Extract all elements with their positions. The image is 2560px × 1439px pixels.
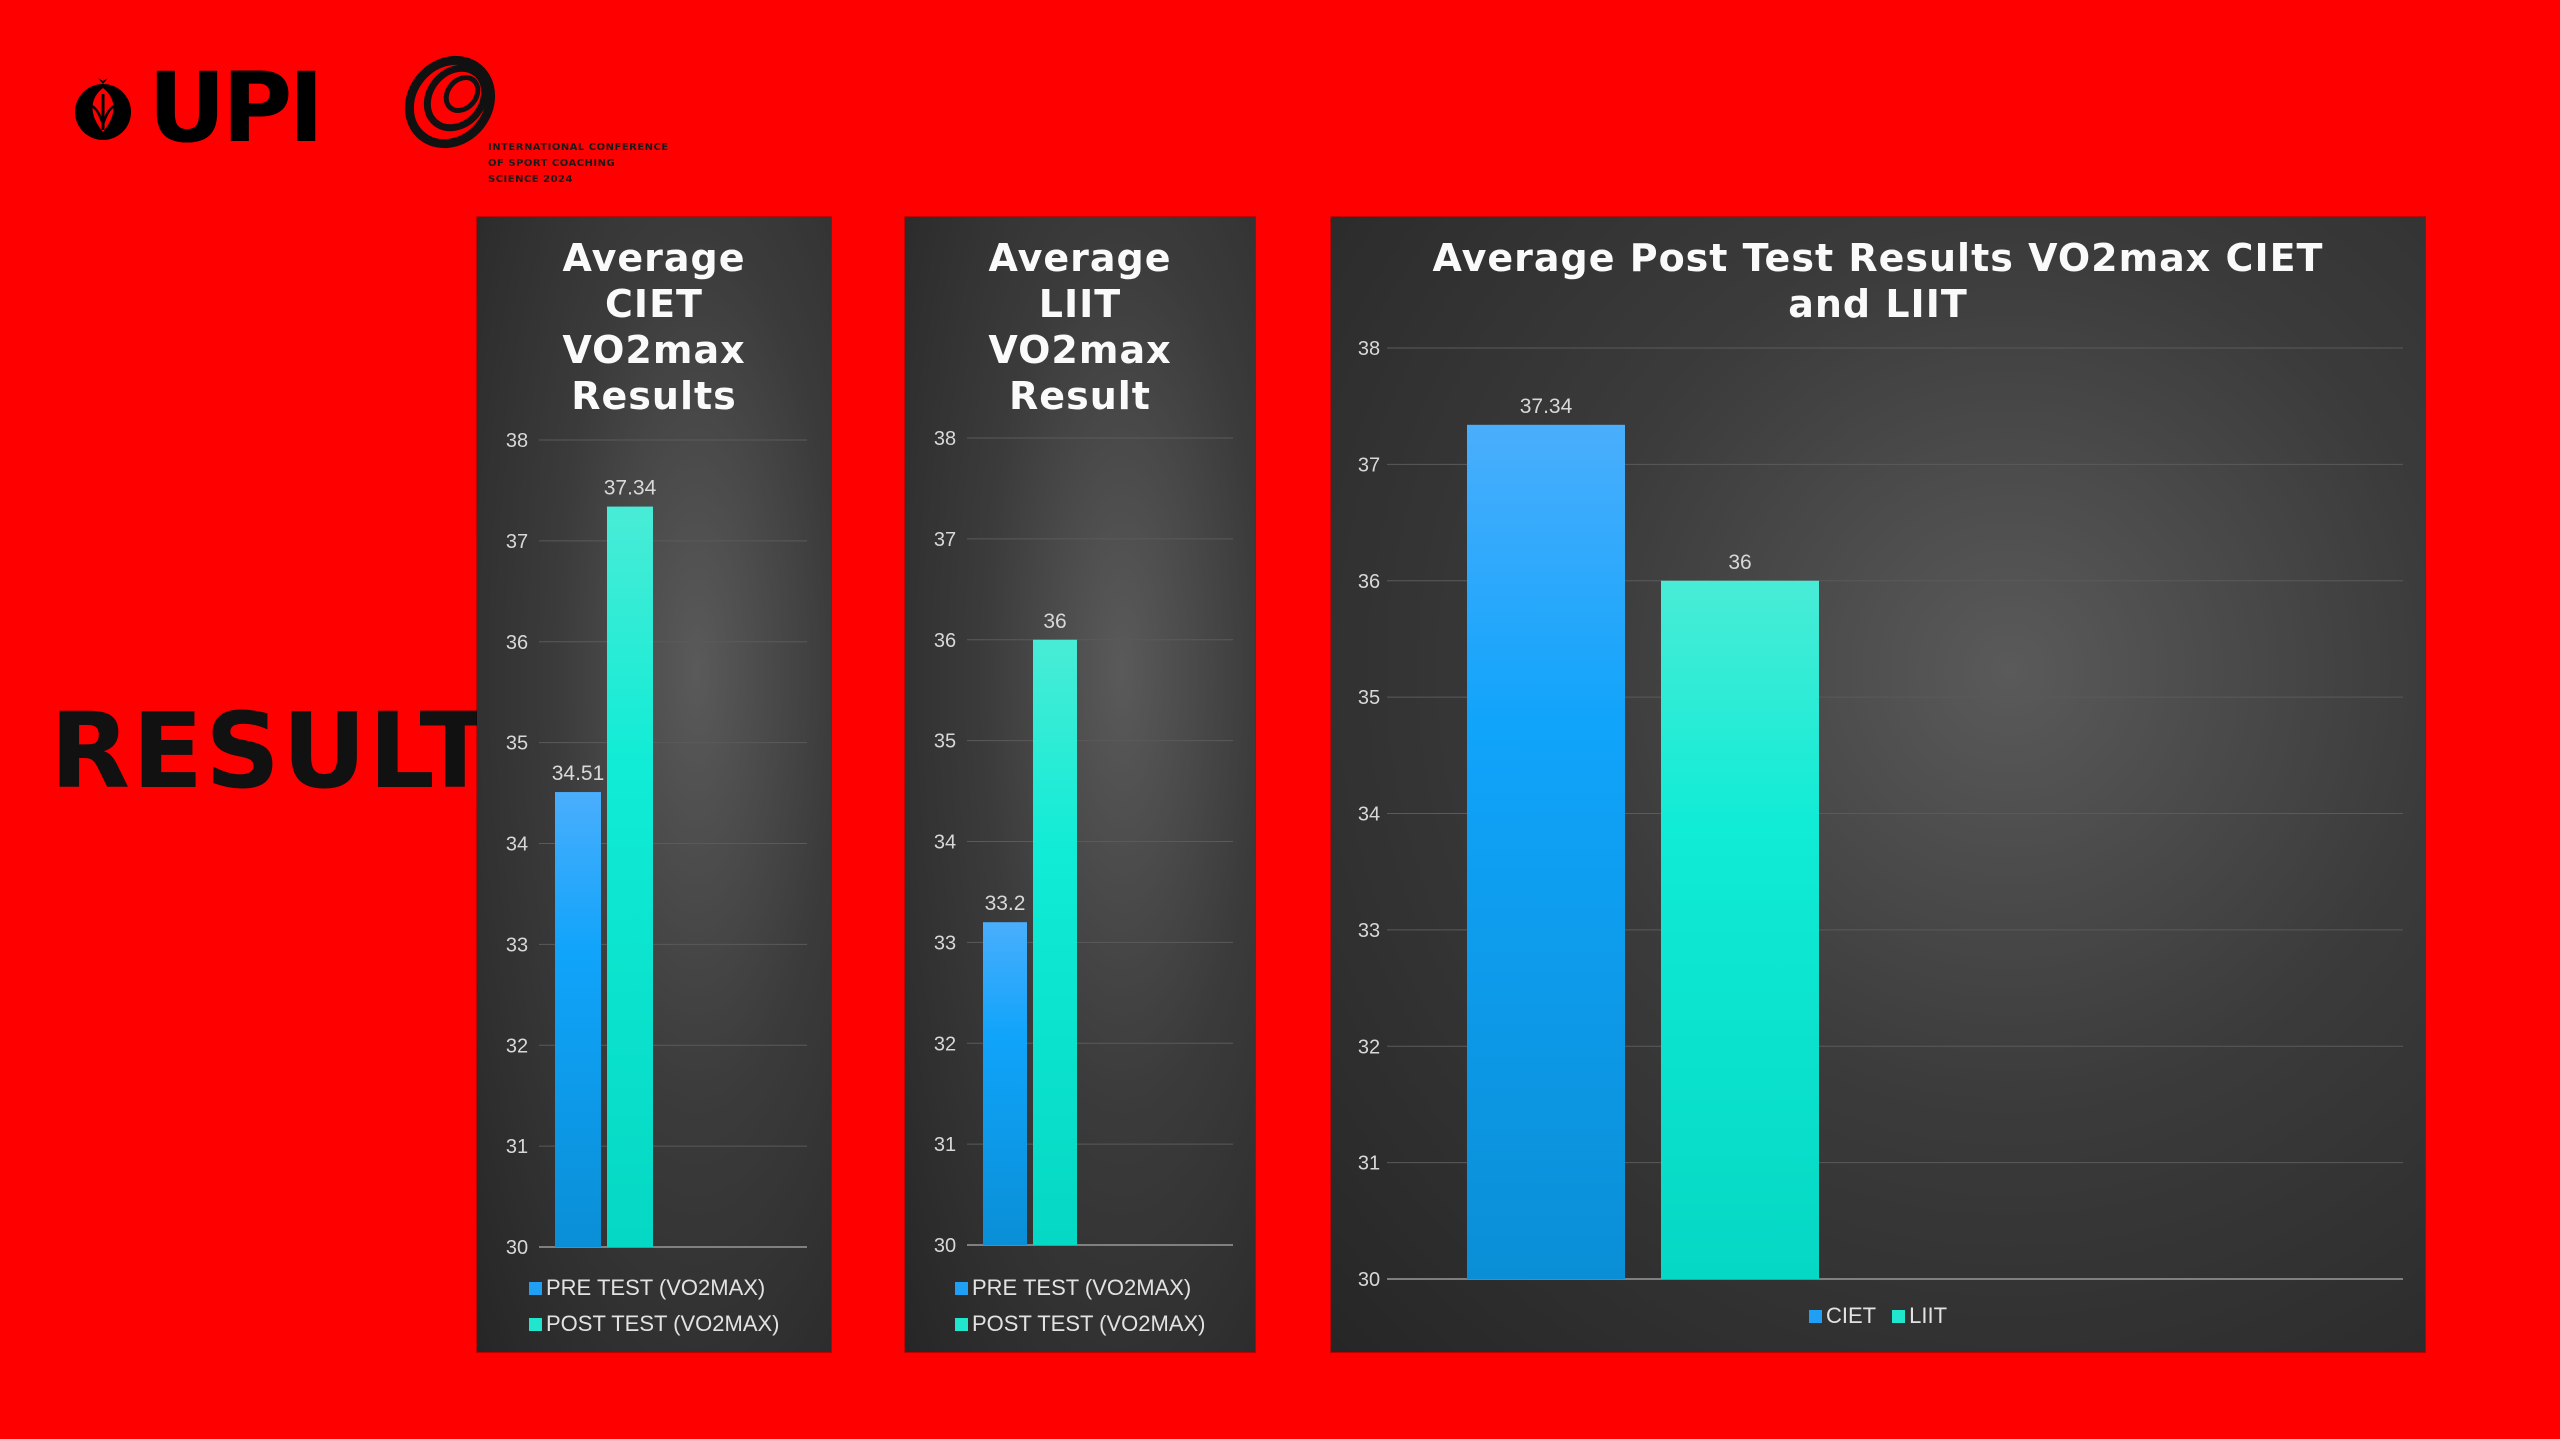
conference-line-3: SCIENCE 2024: [488, 174, 573, 185]
legend-swatch-post: [529, 1317, 542, 1331]
title-line: LIIT: [1038, 282, 1122, 326]
legend-swatch-pre: [529, 1281, 542, 1295]
bar-series-2: [607, 506, 653, 1247]
y-tick-label: 36: [934, 630, 956, 652]
y-tick-label: 36: [1358, 571, 1380, 593]
y-tick-label: 33: [506, 934, 528, 956]
conference-logo-text: INTERNATIONAL CONFERENCE OF SPORT COACHI…: [488, 140, 669, 188]
y-tick-label: 37: [1358, 454, 1380, 476]
legend-swatch-post: [955, 1317, 968, 1331]
y-tick-label: 34: [934, 832, 956, 854]
y-tick-label: 38: [1358, 338, 1380, 360]
conference-line-2: OF SPORT COACHING: [488, 158, 616, 169]
legend-item-pre: PRE TEST (VO2MAX): [955, 1270, 1206, 1306]
title-line: Results: [571, 374, 737, 418]
upi-emblem-icon: [75, 78, 131, 140]
legend-label-post: POST TEST (VO2MAX): [546, 1311, 780, 1336]
bar-data-label: 36: [1728, 551, 1751, 574]
bar-series-2: [1033, 639, 1077, 1245]
title-line: VO2max: [562, 328, 746, 372]
legend-label-liit: LIIT: [1909, 1303, 1948, 1328]
conference-line-1: INTERNATIONAL CONFERENCE: [488, 142, 669, 153]
y-tick-label: 34: [506, 834, 528, 856]
legend-swatch-ciet: [1808, 1309, 1822, 1323]
y-tick-label: 35: [934, 731, 956, 753]
y-tick-label: 35: [1358, 687, 1380, 709]
legend-item-ciet: CIET: [1808, 1303, 1877, 1329]
chart-legend-comparison: CIET LIIT: [1331, 1303, 2425, 1329]
y-tick-label: 35: [506, 733, 528, 755]
upi-logo-text: UPI: [148, 52, 324, 164]
bar-series-1: [555, 792, 601, 1247]
y-tick-label: 38: [506, 430, 528, 452]
chart-panel-ciet: Average CIET VO2max Results 30 31 32 33 34 35…: [477, 217, 831, 1352]
title-line: Average: [988, 236, 1172, 280]
bar-series-1: [983, 922, 1027, 1245]
legend-swatch-pre: [955, 1281, 968, 1295]
bar-data-label: 37.34: [604, 477, 657, 500]
legend-swatch-liit: [1892, 1309, 1906, 1323]
y-tick-label: 30: [1358, 1269, 1380, 1291]
title-line: and LIIT: [1788, 282, 1968, 326]
bar-data-label: 33.2: [985, 892, 1026, 915]
result-heading: RESULT: [50, 690, 493, 812]
legend-label-ciet: CIET: [1825, 1303, 1877, 1328]
y-tick-label: 37: [934, 529, 956, 551]
y-tick-label: 31: [934, 1134, 956, 1156]
chart-panel-comparison: Average Post Test Results VO2max CIET an…: [1331, 217, 2425, 1352]
y-tick-label: 38: [934, 428, 956, 450]
legend-label-pre: PRE TEST (VO2MAX): [546, 1275, 766, 1300]
chart-panel-liit: Average LIIT VO2max Result 30 31 32 33 34 35 3…: [905, 217, 1255, 1352]
bar-series-2: [1661, 580, 1819, 1279]
chart-legend-ciet: PRE TEST (VO2MAX) POST TEST (VO2MAX): [529, 1270, 780, 1342]
bar-data-label: 34.51: [552, 762, 605, 785]
title-line: VO2max: [988, 328, 1172, 372]
legend-item-post: POST TEST (VO2MAX): [955, 1306, 1206, 1342]
y-tick-label: 33: [1358, 920, 1380, 942]
conference-rings-logo-icon: [404, 55, 496, 149]
y-tick-label: 30: [934, 1235, 956, 1257]
chart-title-liit: Average LIIT VO2max Result: [905, 235, 1255, 419]
title-line: Average: [562, 236, 746, 280]
y-tick-label: 37: [506, 531, 528, 553]
legend-item-post: POST TEST (VO2MAX): [529, 1306, 780, 1342]
y-tick-label: 34: [1358, 804, 1380, 826]
bar-data-label: 36: [1043, 610, 1066, 633]
title-line: Result: [1009, 374, 1151, 418]
title-line: CIET: [605, 282, 703, 326]
y-tick-label: 31: [506, 1136, 528, 1158]
legend-label-pre: PRE TEST (VO2MAX): [972, 1275, 1192, 1300]
title-line: Average Post Test Results VO2max CIET: [1432, 236, 2324, 280]
chart-plot-liit: 30 31 32 33 34 35 36 37 38 33.2 36: [934, 428, 1233, 1257]
chart-title-ciet: Average CIET VO2max Results: [477, 235, 831, 419]
chart-plot-ciet: 30 31 32 33 34 35 36 37 38 34.51 37.34: [506, 430, 807, 1259]
chart-legend-liit: PRE TEST (VO2MAX) POST TEST (VO2MAX): [955, 1270, 1206, 1342]
bar-data-label: 37.34: [1520, 395, 1573, 418]
legend-item-liit: LIIT: [1892, 1303, 1947, 1329]
y-tick-label: 31: [1358, 1153, 1380, 1175]
y-tick-label: 32: [1358, 1036, 1380, 1058]
legend-item-pre: PRE TEST (VO2MAX): [529, 1270, 780, 1306]
y-tick-label: 32: [506, 1035, 528, 1057]
y-tick-label: 32: [934, 1033, 956, 1055]
legend-label-post: POST TEST (VO2MAX): [972, 1311, 1206, 1336]
y-tick-label: 36: [506, 632, 528, 654]
y-tick-label: 30: [506, 1237, 528, 1259]
y-tick-label: 33: [934, 932, 956, 954]
chart-title-comparison: Average Post Test Results VO2max CIET an…: [1331, 235, 2425, 327]
chart-plot-comparison: 30 31 32 33 34 35 36 37 38 37.34 36: [1358, 338, 2403, 1291]
bar-series-1: [1467, 424, 1625, 1279]
